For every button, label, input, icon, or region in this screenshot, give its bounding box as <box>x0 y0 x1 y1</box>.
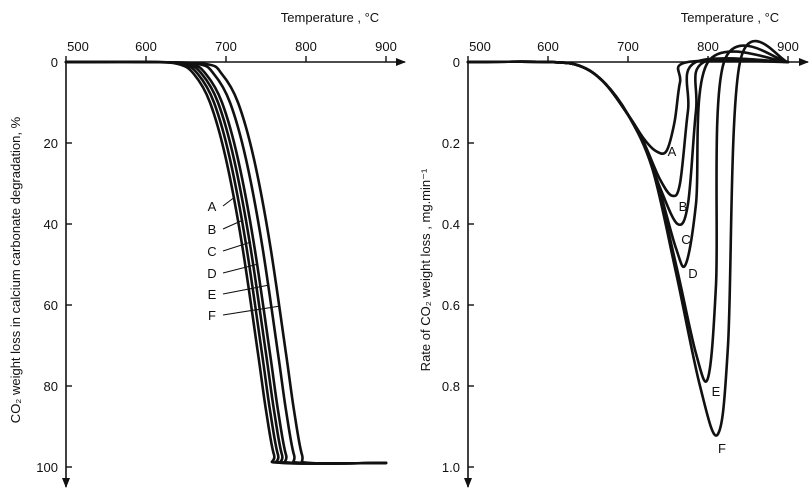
left-curve-d <box>64 60 388 465</box>
left-chart: Temperature , °C CO₂ weight loss in calc… <box>8 10 406 488</box>
left-series-label-d: D <box>207 266 216 281</box>
left-y-tick-label: 40 <box>44 217 58 232</box>
left-x-tick-label: 900 <box>375 39 397 54</box>
right-x-axis-title: Temperature , °C <box>681 10 779 25</box>
left-y-tick-label: 0 <box>51 55 58 70</box>
right-x-tick-label: 600 <box>537 39 559 54</box>
left-leader-b <box>222 219 244 230</box>
left-y-axis-title: CO₂ weight loss in calcium carbonate deg… <box>8 116 23 423</box>
right-curve-a <box>466 59 790 155</box>
left-curves <box>64 60 388 465</box>
right-series-labels: A B C D E F <box>668 144 726 456</box>
left-series-label-b: B <box>208 222 217 237</box>
right-y-tick-label: 0.2 <box>442 136 460 151</box>
right-curve-f <box>466 39 790 437</box>
left-y-tick-label: 60 <box>44 298 58 313</box>
right-curve-d <box>466 50 790 269</box>
left-curve-e <box>64 60 388 465</box>
right-series-label-a: A <box>668 144 677 159</box>
left-series-label-e: E <box>208 287 217 302</box>
left-series-label-f: F <box>208 308 216 323</box>
right-x-tick-label: 700 <box>617 39 639 54</box>
right-series-label-b: B <box>679 199 688 214</box>
left-leader-e <box>222 284 270 295</box>
right-axes: 500 600 700 800 900 0 0.2 0.4 0.6 0.8 1.0 <box>442 39 809 488</box>
left-x-tick-label: 700 <box>215 39 237 54</box>
left-x-tick-label: 800 <box>295 39 317 54</box>
right-y-tick-label: 0.8 <box>442 379 460 394</box>
right-series-label-c: C <box>681 232 690 247</box>
left-y-tick-label: 100 <box>36 460 58 475</box>
right-y-tick-label: 0 <box>453 55 460 70</box>
right-curve-e <box>466 44 790 383</box>
right-x-tick-label: 900 <box>777 39 799 54</box>
right-y-axis-title: Rate of CO₂ weight loss , mg.min⁻¹ <box>418 168 433 371</box>
right-y-tick-label: 0.4 <box>442 217 460 232</box>
right-curves <box>466 39 790 437</box>
left-series-label-c: C <box>207 244 216 259</box>
left-curve-b <box>64 60 388 465</box>
left-leader-c <box>222 241 252 252</box>
left-curve-c <box>64 60 388 465</box>
left-leader-d <box>222 263 259 274</box>
right-chart: Temperature , °C Rate of CO₂ weight loss… <box>418 10 809 488</box>
right-curve-c <box>466 57 790 226</box>
left-axes: 500 600 700 800 900 0 20 40 60 80 100 <box>36 39 406 488</box>
right-curve-b <box>466 57 790 198</box>
right-series-label-f: F <box>718 441 726 456</box>
right-y-tick-label: 0.6 <box>442 298 460 313</box>
left-y-tick-label: 20 <box>44 136 58 151</box>
left-curve-f <box>64 60 388 465</box>
left-x-tick-label: 500 <box>67 39 89 54</box>
left-series-label-a: A <box>208 199 217 214</box>
left-x-tick-label: 600 <box>135 39 157 54</box>
left-x-axis-title: Temperature , °C <box>281 10 379 25</box>
right-series-label-d: D <box>688 266 697 281</box>
right-y-tick-label: 1.0 <box>442 460 460 475</box>
left-y-tick-label: 80 <box>44 379 58 394</box>
right-series-label-e: E <box>712 384 721 399</box>
right-x-tick-label: 800 <box>697 39 719 54</box>
left-leader-f <box>222 305 281 316</box>
right-x-tick-label: 500 <box>469 39 491 54</box>
left-leader-a <box>222 196 236 207</box>
left-curve-a <box>64 60 388 465</box>
